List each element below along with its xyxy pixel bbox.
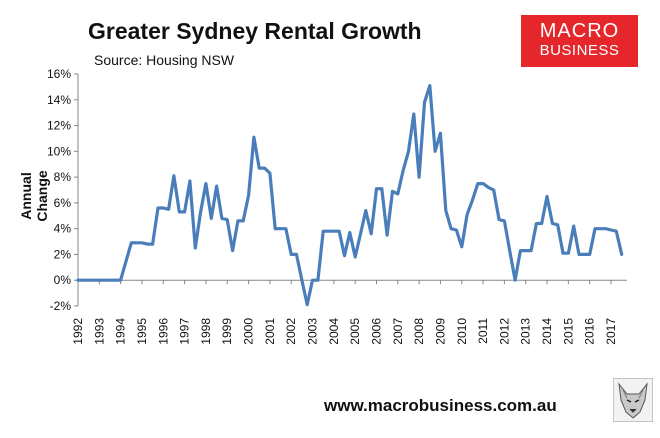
x-tick-label: 2017 <box>604 318 618 345</box>
y-tick-label: 16% <box>47 67 71 81</box>
x-tick-label: 2009 <box>433 318 447 345</box>
x-tick-label: 2013 <box>519 318 533 345</box>
y-tick-label: 6% <box>54 196 72 210</box>
y-tick-label: 8% <box>54 170 72 184</box>
x-tick-label: 2010 <box>455 318 469 345</box>
logo-line-2: BUSINESS <box>539 42 620 59</box>
x-tick-label: 2016 <box>583 318 597 345</box>
y-tick-label: 2% <box>54 247 72 261</box>
x-tick-label: 1993 <box>92 318 106 345</box>
x-tick-label: 1995 <box>135 318 149 345</box>
x-tick-label: 2006 <box>369 318 383 345</box>
y-tick-label: 4% <box>54 222 72 236</box>
chart-title: Greater Sydney Rental Growth <box>88 18 422 44</box>
x-tick-label: 1992 <box>71 318 85 345</box>
x-tick-label: 1998 <box>199 318 213 345</box>
x-tick-label: 2003 <box>306 318 320 345</box>
x-tick-label: 2007 <box>391 318 405 345</box>
y-tick-label: -2% <box>50 299 72 313</box>
x-tick-label: 1996 <box>156 318 170 345</box>
x-tick-label: 2011 <box>476 318 490 344</box>
x-tick-label: 2015 <box>561 318 575 345</box>
x-tick-label: 1999 <box>220 318 234 345</box>
chart-source: Source: Housing NSW <box>94 52 235 68</box>
x-tick-label: 2008 <box>412 318 426 345</box>
website-url: www.macrobusiness.com.au <box>324 396 557 415</box>
x-tick-label: 1997 <box>178 318 192 345</box>
x-tick-label: 2004 <box>327 318 341 345</box>
logo-line-1: MACRO <box>539 20 620 42</box>
series-line <box>76 83 624 307</box>
x-tick-label: 1994 <box>114 318 128 345</box>
x-tick-label: 2012 <box>497 318 511 345</box>
y-tick-label: 14% <box>47 93 71 107</box>
x-tick-label: 2014 <box>540 318 554 345</box>
y-tick-label: 12% <box>47 119 71 133</box>
y-tick-label: 0% <box>54 273 72 287</box>
x-tick-label: 2001 <box>263 318 277 345</box>
wolf-mascot-icon <box>613 378 653 422</box>
x-tick-label: 2005 <box>348 318 362 345</box>
y-tick-label: 10% <box>47 144 71 158</box>
x-tick-label: 2002 <box>284 318 298 345</box>
macrobusiness-logo: MACRO BUSINESS <box>521 15 638 67</box>
x-tick-label: 2000 <box>242 318 256 345</box>
